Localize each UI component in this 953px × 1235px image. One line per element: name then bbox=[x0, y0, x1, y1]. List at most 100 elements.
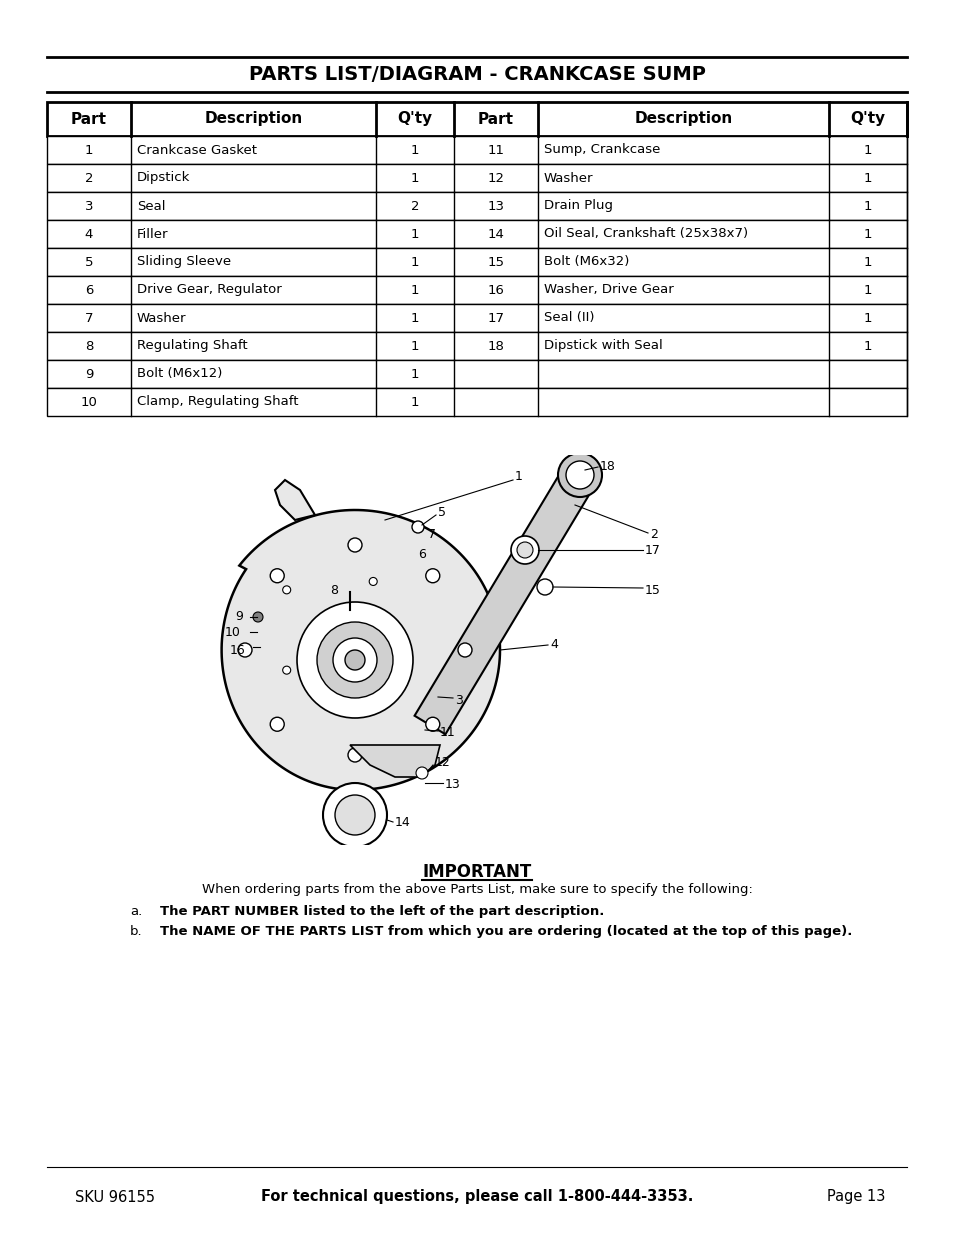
Text: 9: 9 bbox=[234, 610, 243, 624]
Text: 11: 11 bbox=[487, 143, 504, 157]
Text: a.: a. bbox=[130, 905, 142, 918]
Text: 17: 17 bbox=[487, 311, 504, 325]
Circle shape bbox=[296, 601, 413, 718]
Text: 1: 1 bbox=[410, 172, 418, 184]
Text: Seal: Seal bbox=[137, 200, 165, 212]
Text: 12: 12 bbox=[487, 172, 504, 184]
Text: 8: 8 bbox=[330, 583, 337, 597]
Text: b.: b. bbox=[130, 925, 143, 939]
Text: 18: 18 bbox=[599, 461, 616, 473]
Text: 16: 16 bbox=[230, 643, 246, 657]
Text: 4: 4 bbox=[85, 227, 93, 241]
Text: 1: 1 bbox=[862, 143, 871, 157]
Text: 6: 6 bbox=[417, 548, 425, 562]
Text: 5: 5 bbox=[85, 256, 93, 268]
Text: Washer, Drive Gear: Washer, Drive Gear bbox=[543, 284, 673, 296]
Text: 13: 13 bbox=[444, 778, 460, 792]
Circle shape bbox=[558, 453, 601, 496]
Circle shape bbox=[323, 783, 387, 847]
Polygon shape bbox=[415, 466, 595, 735]
Text: 10: 10 bbox=[80, 395, 97, 409]
Circle shape bbox=[237, 643, 252, 657]
Text: 11: 11 bbox=[439, 726, 456, 740]
Bar bbox=[47, 164, 906, 191]
Circle shape bbox=[253, 613, 263, 622]
Text: 6: 6 bbox=[85, 284, 93, 296]
Text: Page 13: Page 13 bbox=[825, 1189, 884, 1204]
Text: 1: 1 bbox=[410, 227, 418, 241]
Bar bbox=[47, 332, 906, 359]
Circle shape bbox=[345, 650, 365, 671]
Text: 9: 9 bbox=[85, 368, 93, 380]
Bar bbox=[47, 191, 906, 220]
Bar bbox=[47, 359, 906, 388]
Text: Washer: Washer bbox=[137, 311, 186, 325]
Text: 1: 1 bbox=[410, 311, 418, 325]
Text: 16: 16 bbox=[487, 284, 504, 296]
Circle shape bbox=[316, 622, 393, 698]
Text: 2: 2 bbox=[649, 529, 658, 541]
Text: 10: 10 bbox=[225, 626, 240, 640]
Text: 14: 14 bbox=[487, 227, 504, 241]
Text: 1: 1 bbox=[410, 143, 418, 157]
Text: Bolt (M6x12): Bolt (M6x12) bbox=[137, 368, 222, 380]
Text: Sump, Crankcase: Sump, Crankcase bbox=[543, 143, 659, 157]
Text: Part: Part bbox=[71, 111, 107, 126]
Circle shape bbox=[369, 674, 376, 683]
Text: SKU 96155: SKU 96155 bbox=[75, 1189, 154, 1204]
Text: Drain Plug: Drain Plug bbox=[543, 200, 612, 212]
Text: 1: 1 bbox=[862, 340, 871, 352]
Circle shape bbox=[282, 666, 291, 674]
Text: 1: 1 bbox=[862, 200, 871, 212]
Circle shape bbox=[335, 795, 375, 835]
Circle shape bbox=[511, 536, 538, 564]
Text: 12: 12 bbox=[435, 757, 450, 769]
Circle shape bbox=[425, 569, 439, 583]
Circle shape bbox=[282, 585, 291, 594]
Text: Seal (II): Seal (II) bbox=[543, 311, 594, 325]
Bar bbox=[47, 248, 906, 275]
Text: 1: 1 bbox=[862, 311, 871, 325]
Text: Q'ty: Q'ty bbox=[397, 111, 432, 126]
Text: 17: 17 bbox=[644, 543, 660, 557]
Text: 3: 3 bbox=[85, 200, 93, 212]
Polygon shape bbox=[221, 510, 499, 790]
Text: PARTS LIST/DIAGRAM - CRANKCASE SUMP: PARTS LIST/DIAGRAM - CRANKCASE SUMP bbox=[249, 65, 704, 84]
Text: 2: 2 bbox=[85, 172, 93, 184]
Circle shape bbox=[270, 718, 284, 731]
Text: 7: 7 bbox=[85, 311, 93, 325]
Text: 2: 2 bbox=[410, 200, 418, 212]
Polygon shape bbox=[350, 745, 439, 777]
Text: For technical questions, please call 1-800-444-3353.: For technical questions, please call 1-8… bbox=[260, 1189, 693, 1204]
Text: 3: 3 bbox=[455, 694, 462, 706]
Text: Drive Gear, Regulator: Drive Gear, Regulator bbox=[137, 284, 281, 296]
Text: 1: 1 bbox=[862, 284, 871, 296]
Circle shape bbox=[425, 718, 439, 731]
Text: Part: Part bbox=[477, 111, 514, 126]
Text: Regulating Shaft: Regulating Shaft bbox=[137, 340, 247, 352]
Circle shape bbox=[348, 748, 361, 762]
Text: Description: Description bbox=[204, 111, 302, 126]
Text: 1: 1 bbox=[410, 340, 418, 352]
Circle shape bbox=[333, 638, 376, 682]
Text: 4: 4 bbox=[550, 638, 558, 652]
Text: 7: 7 bbox=[428, 529, 436, 541]
Circle shape bbox=[369, 578, 376, 585]
Bar bbox=[47, 136, 906, 164]
Text: The NAME OF THE PARTS LIST from which you are ordering (located at the top of th: The NAME OF THE PARTS LIST from which yo… bbox=[160, 925, 851, 939]
Text: 15: 15 bbox=[644, 583, 660, 597]
Text: 15: 15 bbox=[487, 256, 504, 268]
Text: 1: 1 bbox=[410, 368, 418, 380]
Text: 18: 18 bbox=[487, 340, 504, 352]
Text: IMPORTANT: IMPORTANT bbox=[422, 863, 531, 881]
Text: Clamp, Regulating Shaft: Clamp, Regulating Shaft bbox=[137, 395, 298, 409]
Bar bbox=[47, 220, 906, 248]
Text: 5: 5 bbox=[437, 506, 446, 520]
Text: Bolt (M6x32): Bolt (M6x32) bbox=[543, 256, 629, 268]
Text: Description: Description bbox=[634, 111, 732, 126]
Text: Filler: Filler bbox=[137, 227, 169, 241]
Text: Sliding Sleeve: Sliding Sleeve bbox=[137, 256, 231, 268]
Text: 14: 14 bbox=[395, 816, 411, 830]
Text: Oil Seal, Crankshaft (25x38x7): Oil Seal, Crankshaft (25x38x7) bbox=[543, 227, 747, 241]
Text: 1: 1 bbox=[410, 395, 418, 409]
